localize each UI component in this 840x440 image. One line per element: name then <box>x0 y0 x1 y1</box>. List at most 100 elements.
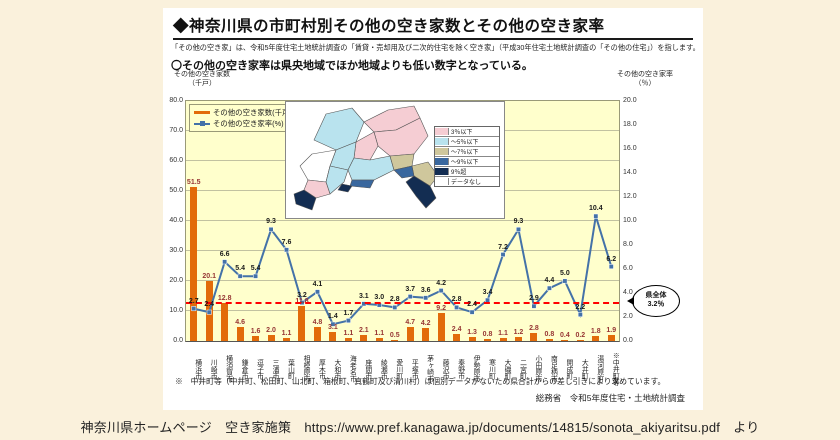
x-axis-label: 湯河原町 <box>595 355 603 383</box>
vacant-count-bar <box>484 338 492 341</box>
x-axis-label: 藤沢市 <box>441 358 449 380</box>
rate-value-label: 4.2 <box>436 279 447 287</box>
x-axis-label: 寒川町 <box>487 358 495 380</box>
x-axis-label: 平塚市 <box>410 358 418 380</box>
rate-value-label: 5.4 <box>250 265 261 273</box>
vacant-count-bar <box>329 331 337 341</box>
definition-note: 「その他の空き家」は、令和5年度住宅土地統計調査の「賃貸・売却用及び二次的住宅を… <box>171 43 700 52</box>
rate-value-label: 7.2 <box>498 243 508 251</box>
prefecture-average-callout: 県全体 3.2％ <box>627 285 680 317</box>
rate-value-label: 6.6 <box>219 250 230 258</box>
bar-value-label: 1.2 <box>513 329 524 337</box>
left-axis-tick: 80.0 <box>169 97 183 104</box>
map-legend-item: 3％以下 <box>435 127 499 137</box>
vacant-count-bar <box>391 339 399 341</box>
left-axis-tick: 20.0 <box>169 277 183 284</box>
rate-value-label: 5.0 <box>560 270 570 277</box>
right-axis-tick: 14.0 <box>623 169 637 176</box>
vacant-count-bar <box>530 332 538 341</box>
map-legend-item: 9％超 <box>435 167 499 177</box>
rate-value-label: 2.9 <box>529 295 539 303</box>
bar-value-label: 3.1 <box>328 323 338 331</box>
bar-value-label: 1.1 <box>343 329 354 337</box>
right-axis-tick: 0.0 <box>623 337 633 344</box>
bar-value-label: 11.8 <box>295 297 309 305</box>
x-axis-label: 厚木市 <box>317 358 325 380</box>
vacant-count-bar <box>422 328 430 341</box>
x-axis-label: 南足柄市 <box>549 355 557 383</box>
rate-value-label: 6.2 <box>606 255 617 263</box>
map-legend-label: ～7％以下 <box>451 150 479 156</box>
vacant-count-bar <box>576 340 584 341</box>
right-axis-title: その他の空き家率 （％） <box>617 71 673 88</box>
bar-swatch-icon <box>194 111 210 114</box>
rate-value-label: 7.6 <box>281 238 292 246</box>
bottom-caption: 神奈川県ホームページ 空き家施策 https://www.pref.kanaga… <box>80 420 760 435</box>
rate-value-label: 3.6 <box>420 286 431 294</box>
bar-value-label: 0.8 <box>482 330 493 338</box>
left-axis-tick: 50.0 <box>169 187 183 194</box>
x-axis-label: 秦野市 <box>456 358 464 380</box>
rate-value-label: 1.4 <box>328 313 338 321</box>
legend-label-rate: その他の空き家率(%) <box>213 119 284 128</box>
bar-value-label: 1.1 <box>281 329 292 337</box>
left-axis-tick: 10.0 <box>169 307 183 314</box>
vacant-count-bar <box>592 335 600 341</box>
map-legend: 3％以下 ～5％以下 ～7％以下 ～9％以下 9％超 データなし <box>434 126 500 187</box>
x-axis-label: 相模原市 <box>301 355 309 383</box>
x-axis-label: 座間市 <box>363 358 371 380</box>
right-axis-tick: 8.0 <box>623 241 633 248</box>
rate-value-label: 10.4 <box>588 205 603 213</box>
rate-value-label: 2.7 <box>188 297 199 305</box>
bar-value-label: 1.9 <box>606 327 617 335</box>
x-axis-label: 二宮町 <box>518 358 526 380</box>
left-axis-title: その他の空き家数 （千戸） <box>174 71 230 88</box>
asterisk-footnote: ※ 中井町等（中井町、松田町、山北町、箱根町、真鶴町及び清川村）は個別データがな… <box>175 377 666 386</box>
bar-value-label: 2.1 <box>358 326 369 334</box>
x-axis-label: 綾瀬市 <box>379 358 387 380</box>
x-axis-label: 鎌倉市 <box>240 358 248 380</box>
map-legend-swatch-icon <box>435 128 449 135</box>
map-legend-item: データなし <box>435 177 499 186</box>
bar-value-label: 2.0 <box>266 327 276 334</box>
vacant-count-bar <box>344 337 352 341</box>
bar-value-label: 2.4 <box>451 325 462 333</box>
vacant-count-bar <box>437 313 445 341</box>
vacant-count-bar <box>514 337 522 341</box>
x-axis-label: 伊勢原市 <box>472 355 480 383</box>
vacant-count-bar <box>375 337 383 341</box>
rate-value-label: 3.2 <box>297 291 307 299</box>
left-axis-tick: 40.0 <box>169 217 183 224</box>
rate-value-label: 3.0 <box>374 294 385 301</box>
bar-value-label: 12.8 <box>217 294 232 302</box>
legend-item-rate: その他の空き家率(%) <box>194 118 330 129</box>
bar-value-label: 51.5 <box>186 178 201 186</box>
right-axis-tick: 6.0 <box>623 265 633 272</box>
map-legend-label: ～9％以下 <box>451 160 479 166</box>
x-axis-label: 海老名市 <box>348 355 356 383</box>
right-axis-tick: 2.0 <box>623 313 633 320</box>
vacant-count-bar <box>313 326 321 341</box>
rate-value-label: 2.8 <box>389 296 400 304</box>
vacant-count-bar <box>221 302 229 341</box>
x-axis-label: 愛川町 <box>394 358 402 380</box>
vacant-count-bar <box>499 337 507 341</box>
x-axis-label: 大磯町 <box>503 358 511 380</box>
bar-value-label: 1.1 <box>498 329 508 337</box>
map-legend-item: ～9％以下 <box>435 157 499 167</box>
bar-value-label: 1.3 <box>467 329 477 337</box>
page-title: ◆神奈川県の市町村別その他の空き家数とその他の空き家率 <box>173 14 693 40</box>
vacant-count-bar <box>298 305 306 341</box>
x-axis-label: 大井町 <box>580 358 588 380</box>
rate-value-label: 2.4 <box>204 301 215 309</box>
bar-value-label: 1.6 <box>250 328 261 336</box>
rate-value-label: 2.2 <box>575 303 586 311</box>
rate-value-label: 2.4 <box>467 301 477 309</box>
rate-value-label: 9.3 <box>266 218 276 226</box>
vacant-count-bar <box>561 339 569 341</box>
bar-value-label: 4.7 <box>405 318 416 326</box>
map-legend-label: ～5％以下 <box>451 140 479 146</box>
x-axis-label: 三浦市 <box>271 358 279 380</box>
report-panel: ◆神奈川県の市町村別その他の空き家数とその他の空き家率 「その他の空き家」は、令… <box>163 8 703 410</box>
